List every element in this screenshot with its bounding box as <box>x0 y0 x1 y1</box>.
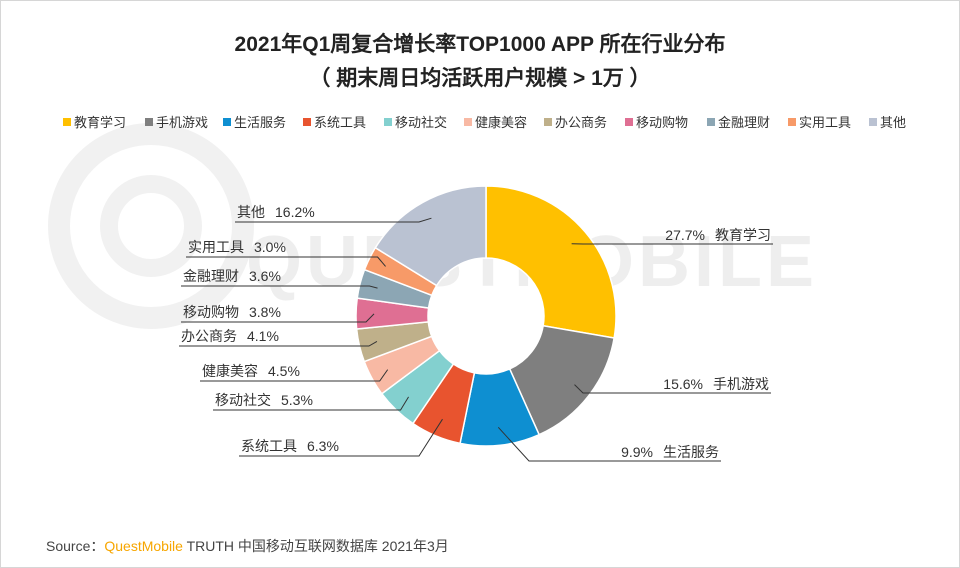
leader-line-9 <box>181 285 378 289</box>
slice-label-8: 移动购物 3.8% <box>183 304 281 320</box>
slice-label-6: 健康美容 4.5% <box>202 363 300 379</box>
legend-swatch-1 <box>63 118 71 126</box>
slice-11 <box>374 185 487 287</box>
chart-subtitle: （ 期末周日均活跃用户规模 > 1万 ） <box>309 66 650 90</box>
source-prefix: Source： <box>46 538 104 554</box>
slice-2 <box>508 324 616 436</box>
leader-line-5 <box>213 396 409 411</box>
legend-label-4: 系统工具 <box>314 115 366 130</box>
slice-label-7: 办公商务 4.1% <box>181 328 279 344</box>
slice-label-4: 系统工具 6.3% <box>241 438 339 454</box>
slice-label-10: 实用工具 3.0% <box>188 239 286 255</box>
legend-label-3: 生活服务 <box>234 115 286 130</box>
legend-swatch-3 <box>223 118 231 126</box>
slice-label-3: 9.9% 生活服务 <box>621 444 719 460</box>
legend-label-7: 办公商务 <box>555 115 607 130</box>
source-brand: QuestMobile <box>104 538 183 554</box>
donut-slices <box>355 185 617 447</box>
leader-line-8 <box>181 313 375 323</box>
slice-label-5: 移动社交 5.3% <box>215 392 313 408</box>
source-line: Source：QuestMobile TRUTH 中国移动互联网数据库 2021… <box>46 538 449 554</box>
legend-label-1: 教育学习 <box>74 115 126 130</box>
leader-line-10 <box>186 256 386 267</box>
legend-label-5: 移动社交 <box>395 115 447 130</box>
leader-line-11 <box>235 217 432 223</box>
legend-label-11: 其他 <box>880 115 906 130</box>
legend-label-9: 金融理财 <box>718 115 770 130</box>
leader-line-2 <box>574 384 771 394</box>
legend-swatch-5 <box>384 118 392 126</box>
legend-swatch-7 <box>544 118 552 126</box>
leader-line-6 <box>200 369 389 382</box>
legend: 教育学习 手机游戏 生活服务 系统工具 移动社交 健康美容 办公商务 移动购物 金融理财 实用工具… <box>63 115 906 130</box>
slice-1 <box>485 185 617 339</box>
watermark-ring-icon <box>48 123 254 329</box>
legend-swatch-10 <box>788 118 796 126</box>
leader-line-7 <box>179 341 378 347</box>
legend-label-6: 健康美容 <box>475 115 527 130</box>
slice-label-9: 金融理财 3.6% <box>183 268 281 284</box>
legend-label-10: 实用工具 <box>799 115 851 130</box>
legend-swatch-8 <box>625 118 633 126</box>
legend-label-2: 手机游戏 <box>156 115 208 130</box>
legend-swatch-11 <box>869 118 877 126</box>
watermark-inner-ring-icon <box>100 175 202 277</box>
leader-line-4 <box>239 418 443 457</box>
source-rest: TRUTH 中国移动互联网数据库 2021年3月 <box>183 538 449 554</box>
slice-label-2: 15.6% 手机游戏 <box>663 376 769 392</box>
slice-labels: 27.7% 教育学习 15.6% 手机游戏 9.9% 生活服务 系统工具 6.3% 移动社交 5.… <box>179 204 773 462</box>
legend-swatch-2 <box>145 118 153 126</box>
legend-swatch-4 <box>303 118 311 126</box>
slice-label-1: 27.7% 教育学习 <box>665 227 771 243</box>
chart-title: 2021年Q1周复合增长率TOP1000 APP 所在行业分布 <box>235 32 726 56</box>
leader-line-3 <box>497 426 721 462</box>
slice-label-11: 其他 16.2% <box>237 204 315 220</box>
legend-swatch-6 <box>464 118 472 126</box>
legend-swatch-9 <box>707 118 715 126</box>
legend-label-8: 移动购物 <box>636 115 688 130</box>
